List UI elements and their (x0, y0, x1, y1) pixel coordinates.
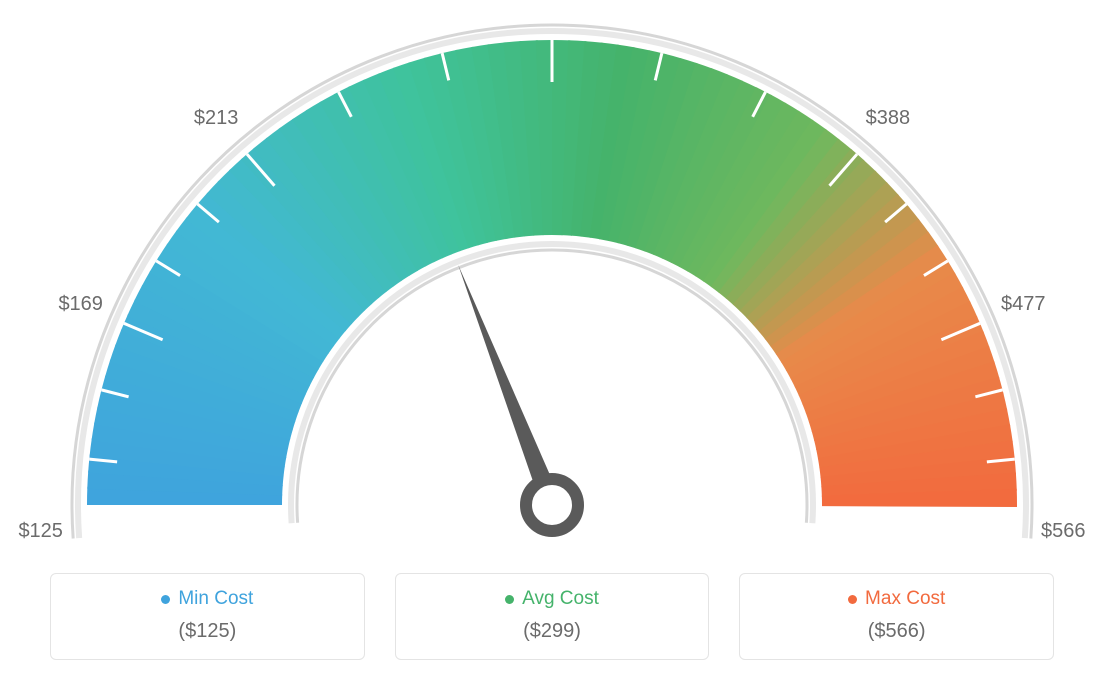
legend-card-avg: Avg Cost ($299) (395, 573, 710, 660)
legend-title-text: Avg Cost (522, 588, 599, 610)
legend-value-max: ($566) (750, 620, 1043, 643)
svg-text:$477: $477 (1001, 293, 1046, 315)
svg-text:$125: $125 (18, 520, 63, 542)
legend-title-avg: Avg Cost (505, 588, 599, 610)
legend-title-max: Max Cost (848, 588, 945, 610)
legend-value-avg: ($299) (406, 620, 699, 643)
gauge-svg: $125 $169 $213 $299 $388 $477 $566 (0, 0, 1104, 560)
svg-text:$299: $299 (530, 0, 575, 3)
legend-title-text: Min Cost (178, 588, 253, 610)
svg-text:$388: $388 (866, 107, 911, 129)
legend-value-min: ($125) (61, 620, 354, 643)
dot-icon (848, 595, 857, 604)
dot-icon (505, 595, 514, 604)
gauge-chart: $125 $169 $213 $299 $388 $477 $566 (0, 0, 1104, 560)
legend-row: Min Cost ($125) Avg Cost ($299) Max Cost… (0, 573, 1104, 660)
svg-text:$213: $213 (194, 107, 239, 129)
dot-icon (161, 595, 170, 604)
svg-text:$169: $169 (58, 293, 103, 315)
legend-card-min: Min Cost ($125) (50, 573, 365, 660)
legend-card-max: Max Cost ($566) (739, 573, 1054, 660)
legend-title-min: Min Cost (161, 588, 253, 610)
svg-text:$566: $566 (1041, 520, 1086, 542)
legend-title-text: Max Cost (865, 588, 945, 610)
